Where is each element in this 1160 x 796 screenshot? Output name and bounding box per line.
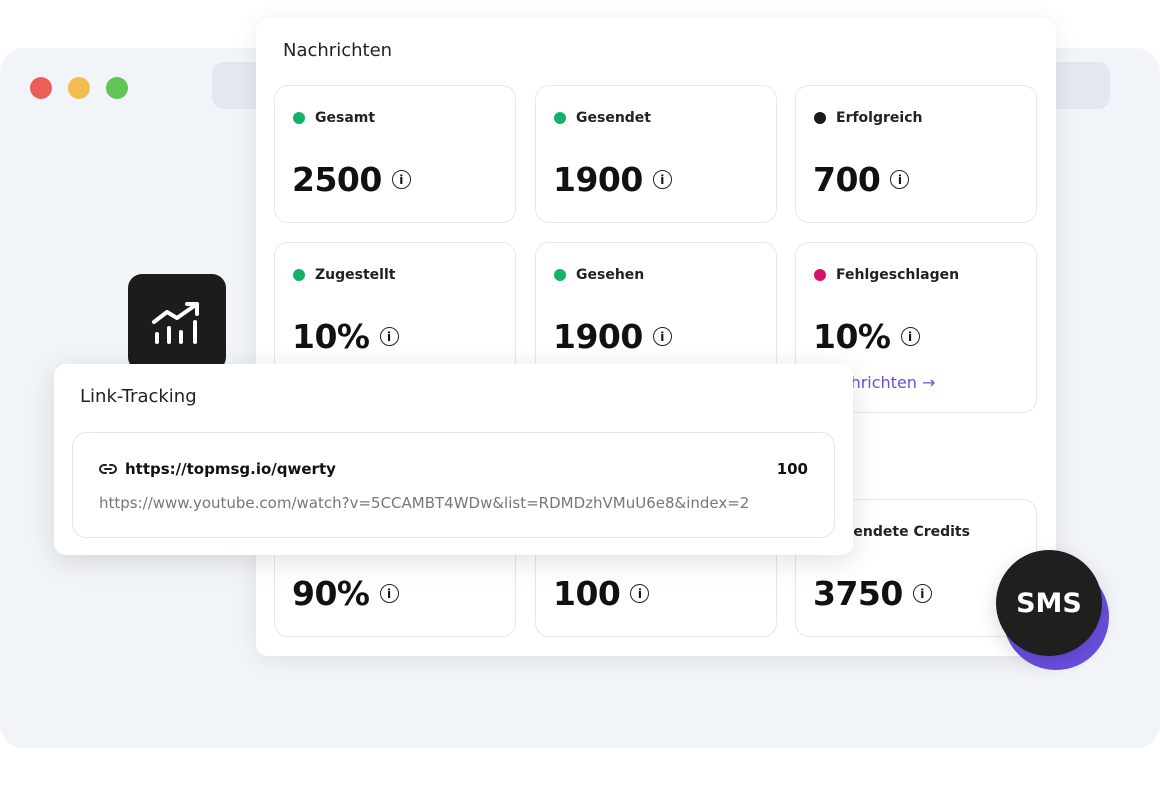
sms-label: SMS <box>1016 587 1082 619</box>
stat-label-text: Gesamt <box>315 110 376 126</box>
stat-value: 100 i <box>553 574 650 613</box>
info-icon[interactable]: i <box>379 584 399 603</box>
info-icon[interactable]: i <box>630 584 650 603</box>
click-count: 100 <box>776 460 808 478</box>
status-dot <box>293 112 305 124</box>
stat-card: Erfolgreich 700 i <box>795 85 1037 223</box>
stat-value: 700 i <box>813 160 910 199</box>
info-icon[interactable]: i <box>890 170 910 189</box>
stat-number: 10% <box>813 317 891 356</box>
info-icon[interactable]: i <box>391 170 411 189</box>
stat-value: 1900 i <box>553 160 672 199</box>
stat-card: Fehlgeschlagen 10% i Nachrichten → <box>795 242 1037 413</box>
status-dot <box>554 269 566 281</box>
stat-label: Fehlgeschlagen <box>814 267 959 283</box>
stat-label: Erfolgreich <box>814 110 922 126</box>
stat-card: Gesamt 2500 i <box>274 85 516 223</box>
stat-value: 90% i <box>292 574 399 613</box>
stat-number: 100 <box>553 574 621 613</box>
trending-up-chart-icon <box>152 301 199 344</box>
analytics-tile <box>128 274 226 371</box>
link-icon <box>99 464 117 474</box>
info-icon[interactable]: i <box>379 327 399 346</box>
stat-value: 10% i <box>813 317 920 356</box>
short-url[interactable]: https://topmsg.io/qwerty <box>125 460 336 478</box>
stat-label-text: Zugestellt <box>315 267 396 283</box>
stat-label-text: Erfolgreich <box>836 110 923 126</box>
stat-number: 3750 <box>813 574 903 613</box>
status-dot <box>554 112 566 124</box>
sms-badge: SMS <box>996 550 1102 656</box>
link-tracking-title: Link-Tracking <box>80 386 197 407</box>
info-icon[interactable]: i <box>900 327 920 346</box>
stat-label: Gesamt <box>293 110 375 126</box>
stat-number: 700 <box>813 160 881 199</box>
stat-number: 10% <box>292 317 370 356</box>
stat-label: Zugestellt <box>293 267 395 283</box>
stat-value: 2500 i <box>292 160 411 199</box>
stat-label-text: Gesehen <box>576 267 645 283</box>
stat-number: 1900 <box>553 160 643 199</box>
info-icon[interactable]: i <box>912 584 932 603</box>
panel-title: Nachrichten <box>283 40 393 61</box>
stat-number: 2500 <box>292 160 382 199</box>
messages-panel: Nachrichten Gesamt 2500 i Gesendet 1900 i Erfo… <box>256 18 1056 656</box>
status-dot <box>814 112 826 124</box>
close-window-dot[interactable] <box>30 77 52 99</box>
stat-number: 1900 <box>553 317 643 356</box>
tracked-link-item[interactable]: https://topmsg.io/qwerty 100 https://www… <box>72 432 835 538</box>
stat-label-text: Gesendet <box>576 110 651 126</box>
stat-label: Gesehen <box>554 267 644 283</box>
stat-label: Gesendet <box>554 110 651 126</box>
stat-card: Gesendet 1900 i <box>535 85 777 223</box>
stat-value: 3750 i <box>813 574 932 613</box>
info-icon[interactable]: i <box>652 327 672 346</box>
status-dot <box>814 269 826 281</box>
maximize-window-dot[interactable] <box>106 77 128 99</box>
long-url: https://www.youtube.com/watch?v=5CCAMBT4… <box>99 494 750 512</box>
info-icon[interactable]: i <box>652 170 672 189</box>
stat-value: 1900 i <box>553 317 672 356</box>
minimize-window-dot[interactable] <box>68 77 90 99</box>
stat-label-text: Fehlgeschlagen <box>836 267 960 283</box>
link-tracking-card: Link-Tracking https://topmsg.io/qwerty 1… <box>54 364 853 555</box>
stat-number: 90% <box>292 574 370 613</box>
status-dot <box>293 269 305 281</box>
stat-value: 10% i <box>292 317 399 356</box>
